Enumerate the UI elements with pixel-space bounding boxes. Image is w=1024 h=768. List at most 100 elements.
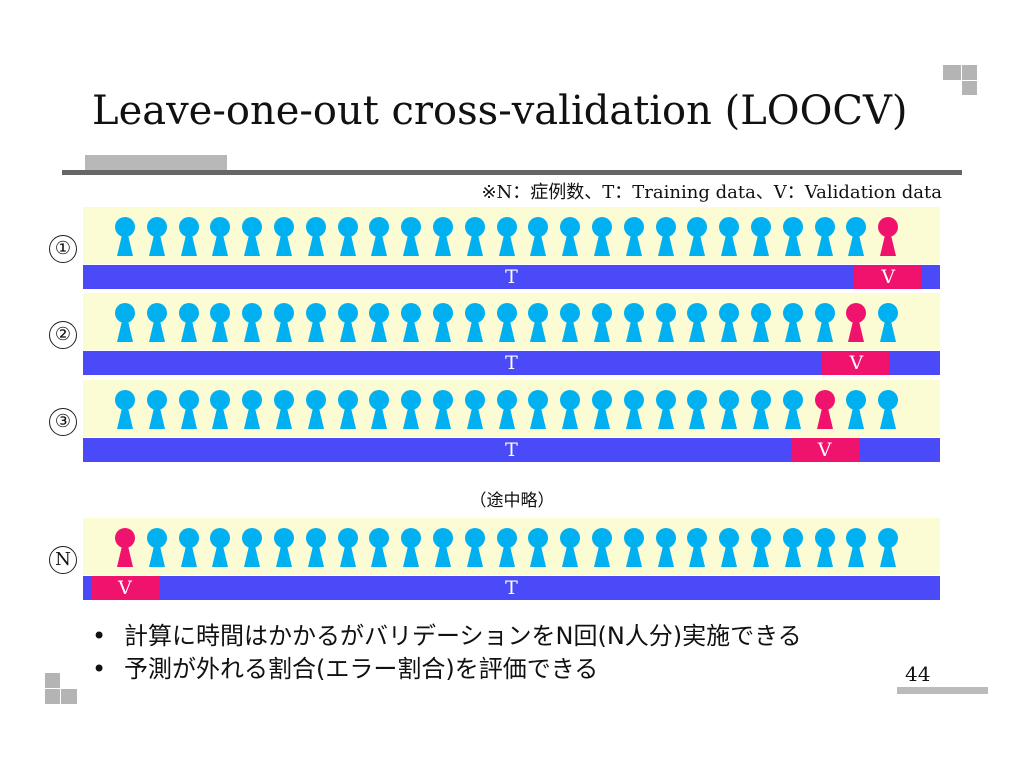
training-person-icon <box>655 217 676 256</box>
training-person-icon <box>274 390 294 429</box>
training-person-icon <box>623 217 644 256</box>
training-person-icon <box>814 303 835 342</box>
decor-square <box>45 689 60 704</box>
bullet-item: • 計算に時間はかかるがバリデーションをN回(N人分)実施できる <box>92 622 802 650</box>
training-person-icon <box>687 303 708 342</box>
training-person-icon <box>305 390 326 429</box>
training-person-icon <box>178 390 199 429</box>
validation-person-icon <box>878 217 899 256</box>
title-accent <box>85 155 227 170</box>
training-person-icon <box>719 528 740 567</box>
training-person-icon <box>242 217 263 256</box>
training-person-icon <box>433 390 453 429</box>
training-person-icon <box>496 303 517 342</box>
row-number: N <box>49 546 77 574</box>
training-person-icon <box>369 528 390 567</box>
training-person-icon <box>846 217 867 256</box>
training-label: T <box>505 352 518 374</box>
validation-label: V <box>91 576 159 600</box>
training-person-icon <box>528 528 549 567</box>
decor-square <box>45 673 60 688</box>
training-person-icon <box>782 303 803 342</box>
training-person-icon <box>623 303 644 342</box>
decor-square <box>962 65 977 80</box>
training-person-icon <box>305 303 326 342</box>
page-number: 44 <box>905 662 931 686</box>
training-person-icon <box>814 217 835 256</box>
training-person-icon <box>687 528 708 567</box>
page-number-bar <box>897 687 988 694</box>
training-person-icon <box>464 217 485 256</box>
training-person-icon <box>242 390 263 429</box>
training-person-icon <box>655 528 676 567</box>
training-label: T <box>505 577 518 599</box>
training-person-icon <box>592 390 612 429</box>
training-person-icon <box>528 390 549 429</box>
training-person-icon <box>751 390 771 429</box>
training-person-icon <box>337 390 358 429</box>
row-number: ② <box>49 321 77 349</box>
validation-person-icon <box>846 303 867 342</box>
training-person-icon <box>496 390 517 429</box>
row-number: ① <box>49 235 77 263</box>
training-person-icon <box>560 303 581 342</box>
training-person-icon <box>687 390 708 429</box>
training-person-icon <box>369 303 390 342</box>
training-person-icon <box>464 303 485 342</box>
bullet-text: 予測が外れる割合(エラー割合)を評価できる <box>124 655 599 683</box>
training-person-icon <box>878 528 899 567</box>
training-person-icon <box>464 528 485 567</box>
training-person-icon <box>846 390 867 429</box>
training-person-icon <box>178 303 199 342</box>
training-person-icon <box>560 217 581 256</box>
training-person-icon <box>878 303 899 342</box>
training-person-icon <box>146 303 167 342</box>
title-rule <box>62 170 962 175</box>
training-person-icon <box>782 528 803 567</box>
training-person-icon <box>719 217 740 256</box>
legend-note: ※N：症例数、T：Training data、V：Validation data <box>481 182 942 203</box>
training-person-icon <box>146 217 167 256</box>
training-person-icon <box>496 528 517 567</box>
training-person-icon <box>814 528 835 567</box>
training-person-icon <box>210 217 231 256</box>
training-person-icon <box>337 303 358 342</box>
training-person-icon <box>210 390 231 429</box>
training-person-icon <box>592 217 612 256</box>
training-person-icon <box>146 390 167 429</box>
training-person-icon <box>401 390 422 429</box>
training-person-icon <box>369 217 390 256</box>
training-person-icon <box>528 217 549 256</box>
training-person-icon <box>528 303 549 342</box>
training-person-icon <box>178 217 199 256</box>
slide-title: Leave-one-out cross-validation (LOOCV) <box>92 88 908 134</box>
training-person-icon <box>274 528 294 567</box>
training-person-icon <box>369 390 390 429</box>
training-person-icon <box>401 528 422 567</box>
training-person-icon <box>719 303 740 342</box>
training-person-icon <box>687 217 708 256</box>
training-person-icon <box>115 303 135 342</box>
training-person-icon <box>337 528 358 567</box>
training-person-icon <box>146 528 167 567</box>
training-person-icon <box>560 528 581 567</box>
training-person-icon <box>655 303 676 342</box>
validation-person-icon <box>814 390 835 429</box>
validation-label: V <box>790 438 859 462</box>
training-person-icon <box>560 390 581 429</box>
training-person-icon <box>433 303 453 342</box>
bullet-item: • 予測が外れる割合(エラー割合)を評価できる <box>92 655 599 683</box>
training-person-icon <box>846 528 867 567</box>
training-person-icon <box>401 303 422 342</box>
bullet-list: • 計算に時間はかかるがバリデーションをN回(N人分)実施できる • 予測が外れる割… <box>92 620 802 686</box>
training-person-icon <box>115 390 135 429</box>
training-person-icon <box>210 303 231 342</box>
training-person-icon <box>401 217 422 256</box>
training-person-icon <box>305 217 326 256</box>
omitted-label: （途中略） <box>469 491 555 511</box>
training-person-icon <box>751 303 771 342</box>
row-number: ③ <box>49 408 77 436</box>
